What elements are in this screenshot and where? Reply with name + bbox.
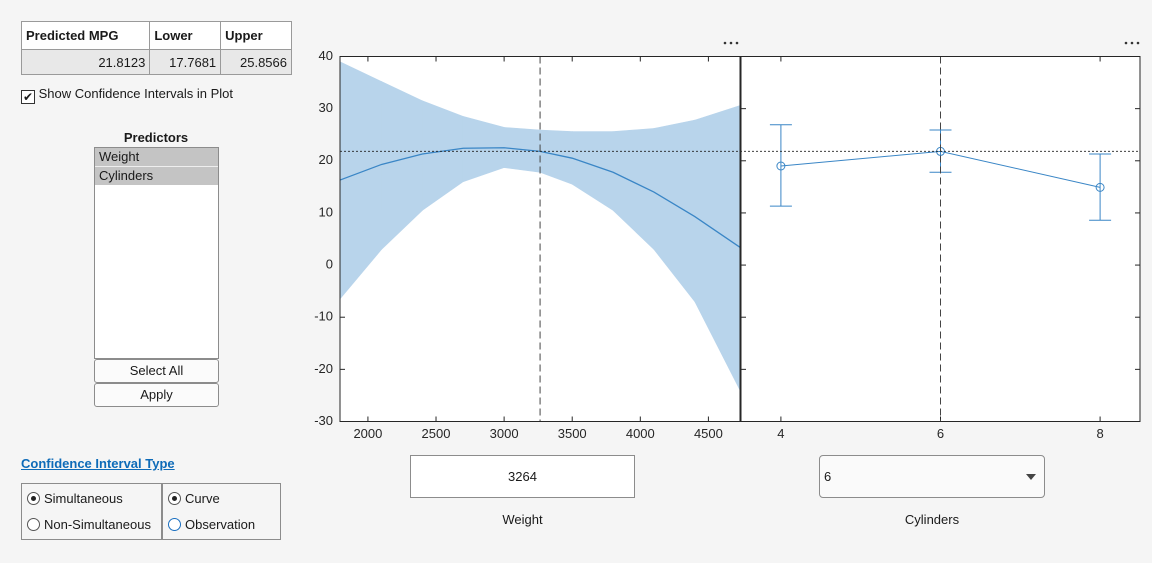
column-header: Upper	[220, 21, 292, 50]
radio[interactable]	[27, 518, 40, 531]
x-tick-label: 4500	[694, 426, 723, 441]
dropdown-value: 6	[824, 469, 832, 484]
y-tick-label: -30	[314, 413, 333, 428]
radio-group: Curve Observation	[162, 483, 281, 540]
radio-label: Observation	[185, 517, 256, 532]
cylinders-dropdown[interactable]: 6	[819, 455, 1045, 498]
point	[776, 161, 786, 171]
list-item[interactable]: Weight	[95, 148, 218, 166]
ci-checkbox[interactable]: ✔ Show Confidence Intervals in Plot	[21, 86, 233, 104]
cell: 25.8566	[220, 49, 292, 75]
radio[interactable]	[27, 492, 40, 505]
column-header: Predicted MPG	[20, 21, 151, 50]
axes-menu[interactable]	[1124, 41, 1140, 45]
weight-label: Weight	[502, 512, 543, 527]
x-tick-label: 2500	[422, 426, 451, 441]
ci-type-link[interactable]: Confidence Interval Type	[21, 456, 175, 471]
y-tick-label: 30	[319, 100, 333, 115]
x-tick-label: 8	[1096, 426, 1103, 441]
radio-option[interactable]: Curve	[168, 491, 220, 506]
y-tick-label: 10	[319, 204, 333, 219]
radio-label: Curve	[185, 491, 220, 506]
predictor-list[interactable]: Weight Cylinders	[94, 147, 219, 359]
predictors-title: Predictors	[123, 130, 189, 145]
radio-group: Simultaneous Non-Simultaneous	[21, 483, 162, 540]
cylinders-label: Cylinders	[904, 512, 960, 527]
y-tick-label: 0	[326, 257, 333, 272]
x-tick-label: 3500	[558, 426, 587, 441]
x-tick-label: 4	[777, 426, 784, 441]
x-tick-label: 6	[937, 426, 944, 441]
dropdown-arrow	[1026, 474, 1036, 480]
cell: 17.7681	[149, 49, 222, 75]
y-tick-label: -20	[314, 361, 333, 376]
prediction-table: Predicted MPG Lower Upper 21.8123 17.7681 25…	[20, 21, 292, 75]
radio-option[interactable]: Simultaneous	[27, 491, 123, 506]
radio-option[interactable]: Observation	[168, 517, 255, 532]
checkbox-label: Show Confidence Intervals in Plot	[38, 86, 234, 101]
column-header: Lower	[149, 21, 222, 50]
apply-button[interactable]: Apply	[94, 383, 219, 407]
y-tick-label: 20	[319, 152, 333, 167]
y-tick-label: 40	[319, 48, 333, 63]
weight-input[interactable]: 3264	[410, 455, 635, 498]
x-tick-label: 2000	[353, 426, 382, 441]
radio-option[interactable]: Non-Simultaneous	[27, 517, 151, 532]
radio-label: Simultaneous	[44, 491, 123, 506]
list-item[interactable]: Cylinders	[95, 166, 218, 185]
cell: 21.8123	[20, 49, 151, 75]
y-tick-label: -10	[314, 309, 333, 324]
checkbox[interactable]: ✔	[21, 90, 35, 104]
radio[interactable]	[168, 492, 181, 505]
axes-menu[interactable]	[723, 41, 739, 45]
point	[1095, 182, 1105, 192]
x-tick-label: 3000	[490, 426, 519, 441]
select-all-button[interactable]: Select All	[94, 359, 219, 383]
radio-label: Non-Simultaneous	[44, 517, 151, 532]
radio[interactable]	[168, 518, 181, 531]
x-tick-label: 4000	[626, 426, 655, 441]
